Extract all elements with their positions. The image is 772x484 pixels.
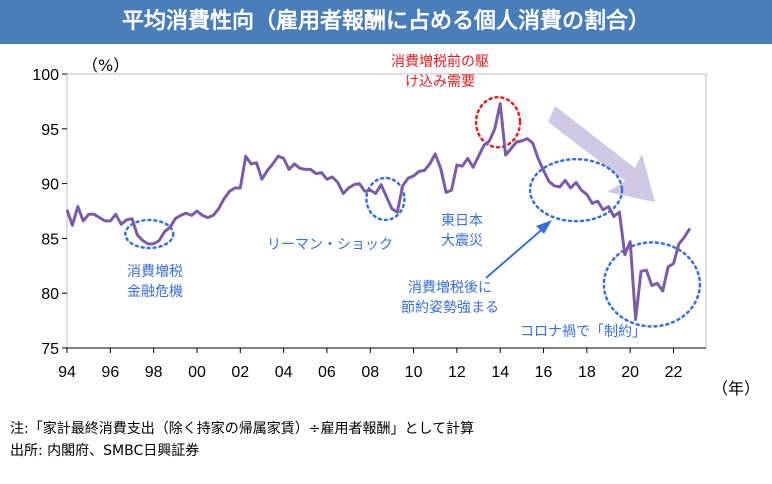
saving-highlight-ellipse [528, 157, 624, 223]
x-tick-label: 08 [361, 364, 379, 381]
x-axis-label: （年） [712, 379, 760, 398]
annotation-rush-demand: け込み需要 [405, 74, 475, 90]
x-tick-label: 94 [58, 364, 76, 381]
annotation-shapes [124, 95, 702, 328]
x-tick-label: 12 [448, 364, 466, 381]
x-tick-label: 14 [491, 364, 509, 381]
crisis-highlight-ellipse [124, 218, 175, 250]
footnote: 注:「家計最終消費支出（除く持家の帰属家賃）÷雇用者報酬」として計算 [10, 421, 475, 437]
x-tick-label: 04 [275, 364, 293, 381]
chart: 75 80 85 90 95 100 94 96 98 00 02 04 06 08 10 12 14 16 18 2… [32, 53, 760, 398]
downtrend-arrow-shape [548, 106, 655, 202]
annotation-earthquake: 大震災 [441, 233, 483, 249]
rush-demand-highlight-ellipse [474, 95, 522, 149]
annotation-crisis-1997: 消費増税 [127, 264, 183, 280]
x-tick-label: 10 [405, 364, 423, 381]
y-tick-label: 90 [41, 177, 59, 194]
annotation-rush-demand: 消費増税前の駆 [391, 53, 489, 70]
x-tick-label: 02 [231, 364, 249, 381]
y-axis-label: （%） [82, 56, 129, 75]
x-tick-label: 00 [188, 364, 206, 381]
annotation-earthquake: 東日本 [441, 213, 483, 229]
annotation-saving: 消費増税後に [408, 280, 492, 296]
x-tick-label: 22 [665, 364, 683, 381]
y-tick-label: 100 [32, 67, 59, 84]
y-tick-label: 75 [41, 341, 59, 358]
y-tick-label: 80 [41, 286, 59, 303]
series-line-consumption-propensity [65, 102, 692, 321]
lehman-highlight-ellipse [365, 176, 406, 222]
axes: 75 80 85 90 95 100 94 96 98 00 02 04 06 08 10 12 14 16 18 2… [32, 56, 760, 398]
y-tick-label: 95 [41, 122, 59, 139]
chart-title: 平均消費性向（雇用者報酬に占める個人消費の割合） [121, 9, 650, 34]
x-tick-label: 96 [101, 364, 119, 381]
saving-pointer-head [536, 220, 552, 234]
series-layer [65, 102, 692, 321]
x-tick-label: 16 [535, 364, 553, 381]
covid-highlight-ellipse [602, 241, 702, 328]
annotation-crisis-1997: 金融危機 [127, 284, 183, 300]
x-tick-label: 20 [621, 364, 639, 381]
title-bar [0, 0, 772, 44]
annotation-saving: 節約姿勢強まる [401, 299, 499, 316]
x-tick-label: 98 [145, 364, 163, 381]
annotation-lehman: リーマン・ショック [267, 237, 393, 253]
saving-pointer-line [485, 225, 547, 279]
x-tick-label: 18 [578, 364, 596, 381]
x-tick-label: 06 [318, 364, 336, 381]
y-tick-label: 85 [41, 231, 59, 248]
annotation-covid: コロナ禍で「制約」 [520, 324, 646, 340]
source-note: 出所: 内閣府、SMBC日興証券 [10, 443, 200, 459]
